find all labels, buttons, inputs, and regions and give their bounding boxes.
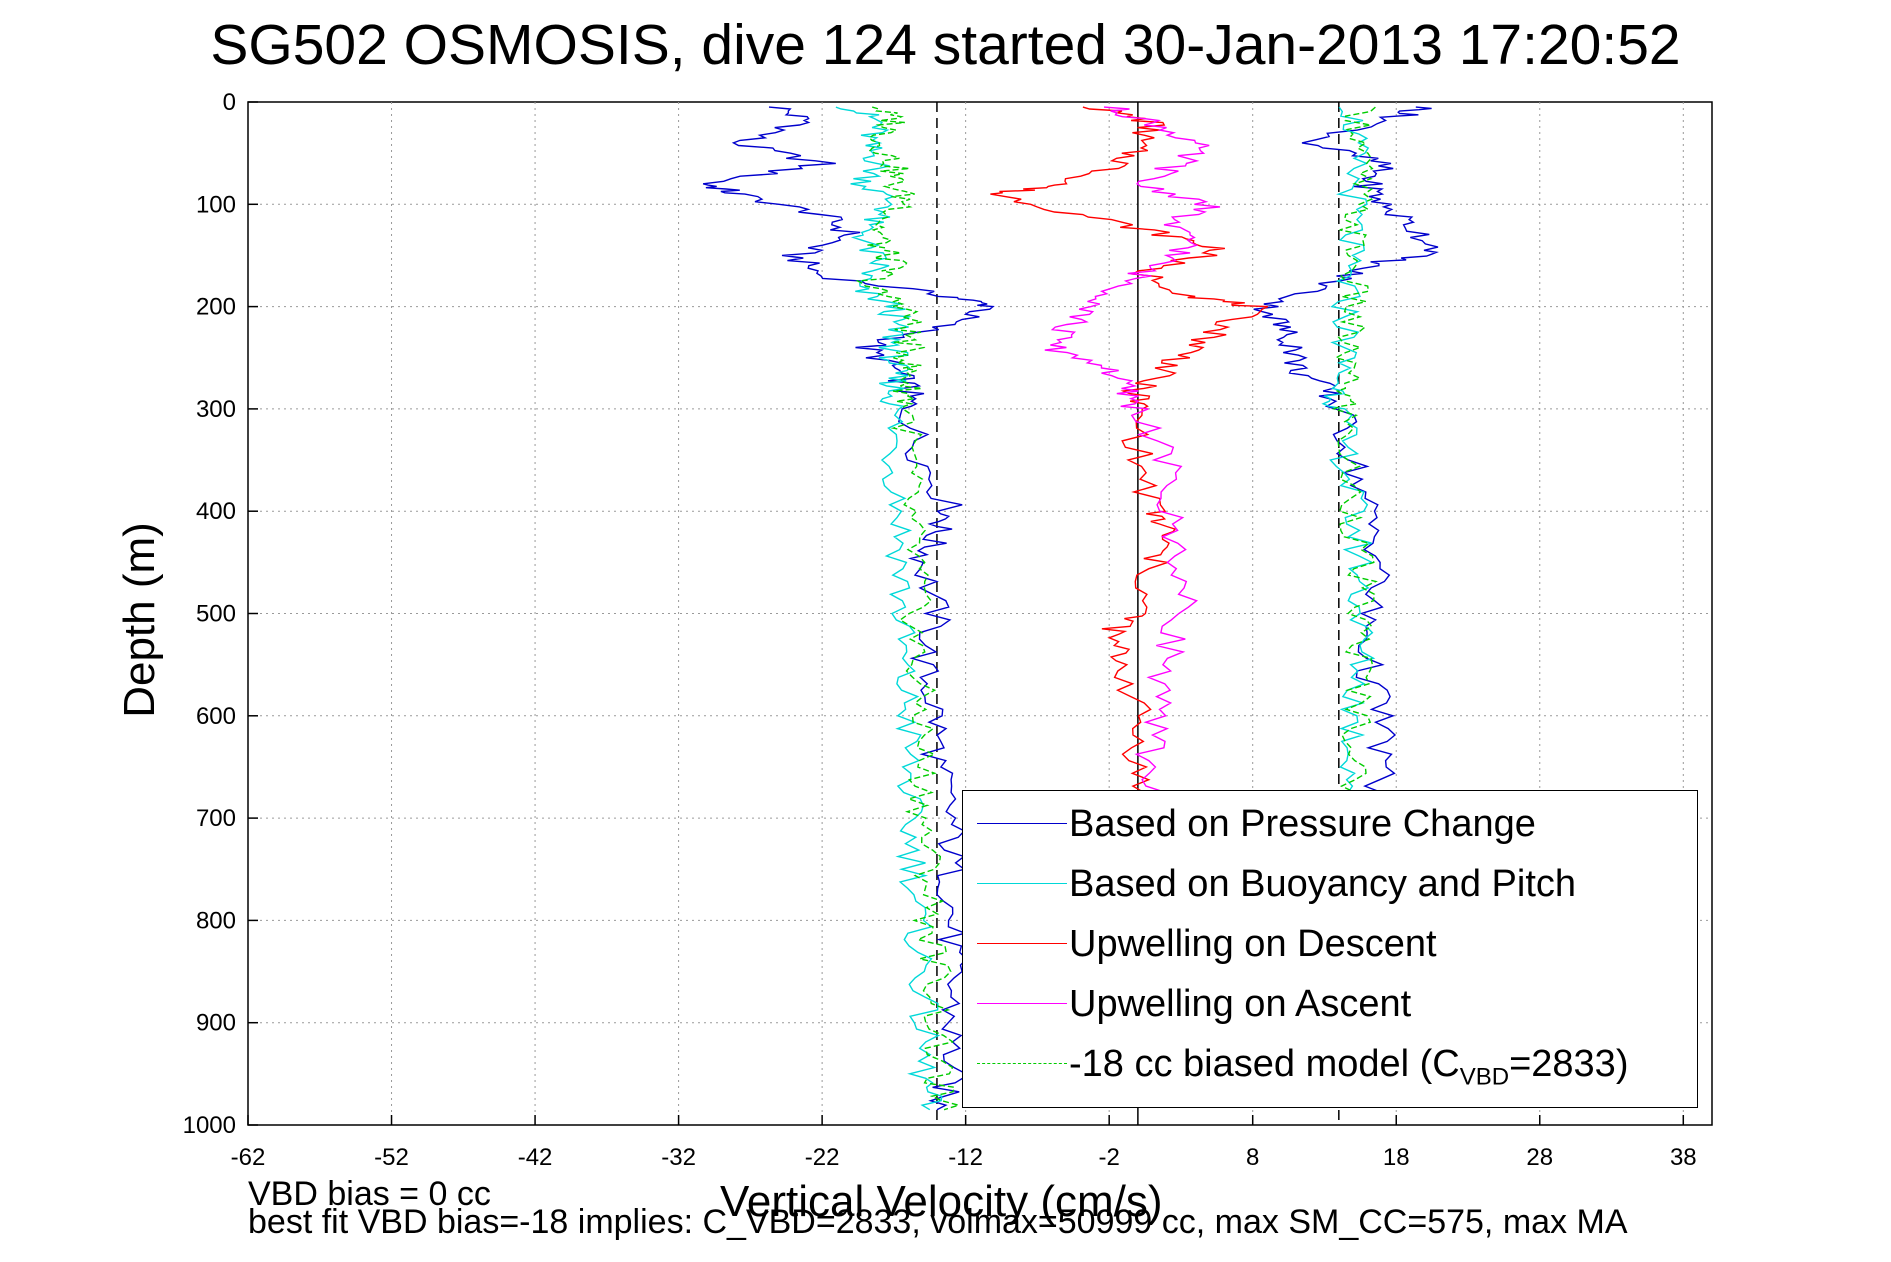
x-tick-label: -52 <box>374 1144 409 1171</box>
series-line-buoyancy_down <box>835 106 943 1111</box>
legend-item-ascent: Upwelling on Ascent <box>963 975 1697 1033</box>
series-line-model_down <box>855 106 962 1111</box>
y-tick-label: 800 <box>196 907 236 934</box>
legend-swatch <box>977 1003 1067 1004</box>
legend-item-buoyancy: Based on Buoyancy and Pitch <box>963 855 1697 913</box>
y-tick-label: 500 <box>196 601 236 628</box>
y-tick-label: 600 <box>196 703 236 730</box>
y-tick-label: 1000 <box>183 1112 236 1139</box>
legend-item-model: -18 cc biased model (CVBD=2833) <box>963 1035 1697 1093</box>
legend-label: Upwelling on Descent <box>1069 923 1437 965</box>
series-line-model_up <box>1331 106 1378 819</box>
legend-swatch <box>977 823 1067 824</box>
x-tick-label: -62 <box>231 1144 266 1171</box>
legend-model-prefix: -18 cc biased model (C <box>1069 1043 1460 1085</box>
legend-label: Based on Buoyancy and Pitch <box>1069 863 1577 905</box>
x-tick-label: -22 <box>805 1144 840 1171</box>
series-line-buoyancy_up <box>1321 106 1376 819</box>
y-axis-label: Depth (m) <box>115 522 164 718</box>
legend-model-subscript: VBD <box>1459 1063 1510 1091</box>
legend-item-pressure: Based on Pressure Change <box>963 795 1697 853</box>
x-tick-label: -42 <box>518 1144 553 1171</box>
series-line-descent <box>990 106 1269 819</box>
legend-swatch <box>977 883 1067 884</box>
legend-model-suffix: =2833) <box>1509 1043 1629 1085</box>
x-tick-label: 18 <box>1383 1144 1410 1171</box>
data-series <box>702 106 1439 1111</box>
legend-label: Upwelling on Ascent <box>1069 983 1412 1025</box>
y-tick-label: 0 <box>223 89 236 116</box>
legend-label: Based on Pressure Change <box>1069 803 1536 845</box>
x-tick-label: 8 <box>1246 1144 1259 1171</box>
legend-swatch <box>977 1063 1067 1064</box>
y-tick-label: 200 <box>196 294 236 321</box>
y-tick-label: 900 <box>196 1010 236 1037</box>
x-tick-label: -2 <box>1099 1144 1120 1171</box>
tick-labels: -62 -52 -42 -32 -22 -12 -2 8 18 28 38 0 100 200 300 400… <box>183 89 1697 1171</box>
series-line-pressure_up <box>1253 106 1439 819</box>
series-line-pressure_down <box>702 106 995 1111</box>
chart-title: SG502 OSMOSIS, dive 124 started 30-Jan-2… <box>210 13 1681 77</box>
y-tick-label: 100 <box>196 191 236 218</box>
y-tick-label: 300 <box>196 396 236 423</box>
x-tick-label: 38 <box>1670 1144 1697 1171</box>
footer-line-1: VBD bias = 0 cc <box>248 1175 491 1213</box>
series-line-ascent <box>1044 106 1221 819</box>
y-tick-label: 700 <box>196 805 236 832</box>
y-tick-label: 400 <box>196 498 236 525</box>
legend-swatch <box>977 943 1067 944</box>
footer-line-2: best fit VBD bias=-18 implies: C_VBD=283… <box>248 1203 1628 1241</box>
x-tick-label: -12 <box>948 1144 983 1171</box>
x-tick-label: 28 <box>1526 1144 1553 1171</box>
x-axis-label: Vertical Velocity (cm/s) <box>720 1177 1163 1226</box>
legend: Based on Pressure Change Based on Buoyan… <box>962 790 1698 1108</box>
legend-item-descent: Upwelling on Descent <box>963 915 1697 973</box>
x-tick-label: -32 <box>661 1144 696 1171</box>
legend-label: -18 cc biased model (CVBD=2833) <box>1069 1035 1628 1107</box>
